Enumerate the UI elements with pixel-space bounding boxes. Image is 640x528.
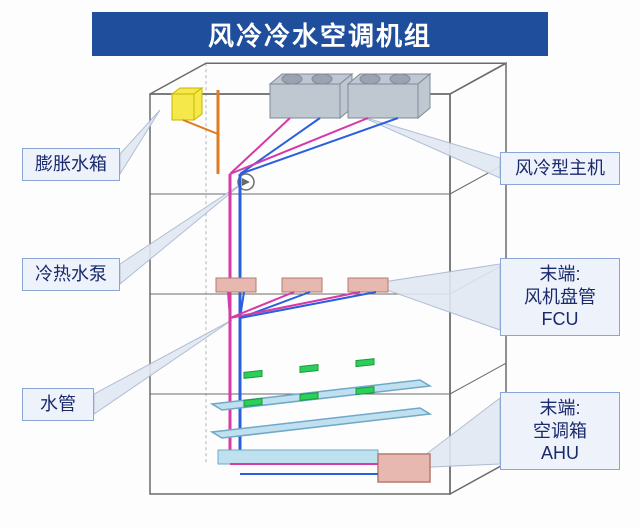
label-fcu: 末端: 风机盘管 FCU bbox=[500, 258, 620, 336]
label-ahu: 末端: 空调箱 AHU bbox=[500, 392, 620, 470]
diagram-stage: 风冷冷水空调机组 膨胀水箱 风冷型主机冷热水泵 末端: 风机盘管 FCU 水管 末端: … bbox=[0, 0, 640, 528]
label-chiller: 风冷型主机 bbox=[500, 152, 620, 185]
label-pipe: 水管 bbox=[22, 388, 94, 421]
label-expansion-tank: 膨胀水箱 bbox=[22, 148, 120, 181]
diagram-title: 风冷冷水空调机组 bbox=[92, 12, 548, 56]
label-pump: 冷热水泵 bbox=[22, 258, 120, 291]
